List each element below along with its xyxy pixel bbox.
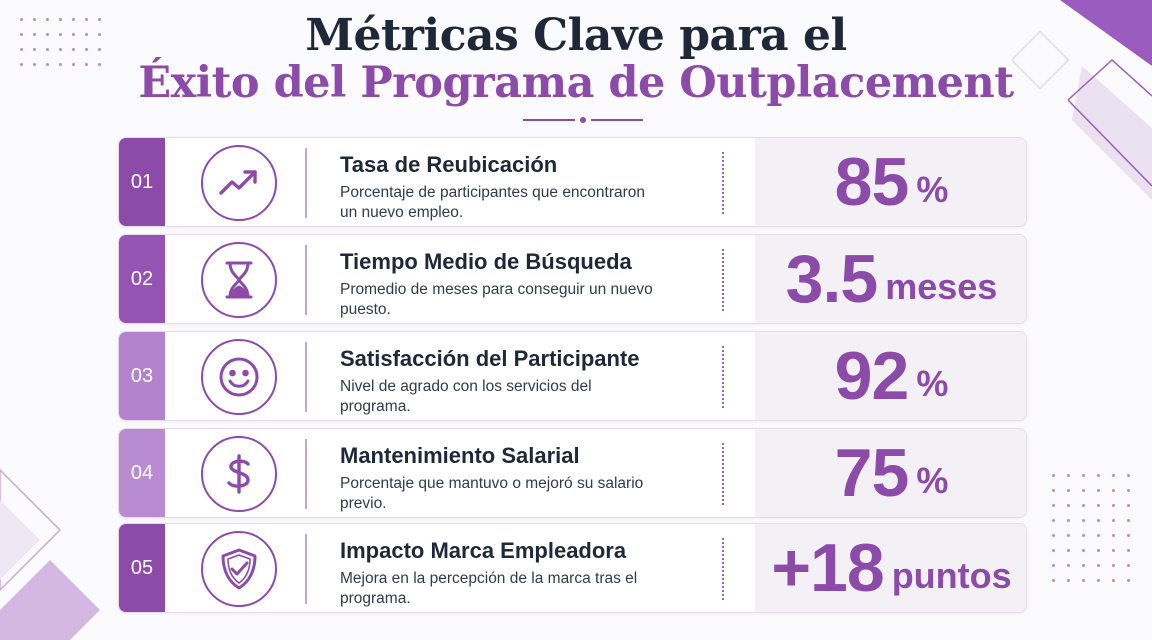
- title-divider: [523, 117, 643, 123]
- divider: [305, 148, 307, 218]
- metric-description: Nivel de agrado con los servicios del pr…: [340, 378, 592, 415]
- metric-unit: %: [916, 169, 949, 210]
- metric-title: Tasa de Reubicación: [340, 152, 558, 177]
- dotted-divider: [722, 249, 724, 311]
- metric-description: Mejora en la percepción de la marca tras…: [340, 570, 638, 607]
- divider: [305, 342, 307, 412]
- metric-title: Mantenimiento Salarial: [340, 443, 580, 468]
- metric-number-tab: 05: [119, 524, 165, 612]
- divider: [305, 534, 307, 604]
- smiley-icon: [201, 339, 277, 415]
- metric-number-tab: 04: [119, 429, 165, 517]
- metric-number-tab: 01: [119, 138, 165, 226]
- metric-card-satisfaccion: 03 Satisfacción del Participante Nivel d…: [118, 331, 1027, 421]
- metric-unit: meses: [885, 266, 998, 307]
- metric-unit: puntos: [891, 555, 1012, 596]
- metric-title: Impacto Marca Empleadora: [340, 538, 627, 563]
- metric-number-tab: 02: [119, 235, 165, 323]
- dotted-divider: [722, 538, 724, 600]
- metric-card-salarial: 04 Mantenimiento Salarial Porcentaje que…: [118, 428, 1027, 518]
- dollar-icon: [201, 436, 277, 512]
- hourglass-icon: [201, 242, 277, 318]
- metric-value: +18: [771, 530, 884, 606]
- dotted-divider: [722, 346, 724, 408]
- page-subtitle: Éxito del Programa de Outplacement: [138, 58, 1014, 108]
- page-title: Métricas Clave para el: [305, 10, 847, 61]
- metric-value: 75: [834, 435, 910, 511]
- metric-unit: %: [916, 460, 949, 501]
- metric-value-box: 92 %: [755, 332, 1026, 420]
- dotted-divider: [722, 443, 724, 505]
- metric-unit: %: [916, 363, 949, 404]
- metric-description: Porcentaje que mantuvo o mejoró su salar…: [340, 475, 644, 512]
- metric-value: 3.5: [785, 241, 879, 317]
- metric-value-box: +18 puntos: [755, 524, 1026, 612]
- metric-description: Promedio de meses para conseguir un nuev…: [340, 281, 653, 318]
- metric-value-box: 3.5 meses: [755, 235, 1026, 323]
- dot-grid-decoration: [1052, 474, 1130, 582]
- metric-value: 85: [834, 144, 910, 220]
- metric-card-tiempo: 02 Tiempo Medio de Búsqueda Promedio de …: [118, 234, 1027, 324]
- metric-value: 92: [834, 338, 910, 414]
- metric-description: Porcentaje de participantes que encontra…: [340, 184, 646, 221]
- divider: [305, 439, 307, 509]
- metric-title: Satisfacción del Participante: [340, 346, 640, 371]
- shield-check-icon: [201, 531, 277, 607]
- metric-number-tab: 03: [119, 332, 165, 420]
- metric-card-reubicacion: 01 Tasa de Reubicación Porcentaje de par…: [118, 137, 1027, 227]
- divider: [305, 245, 307, 315]
- trend-up-icon: [201, 145, 277, 221]
- metric-value-box: 75 %: [755, 429, 1026, 517]
- dotted-divider: [722, 152, 724, 214]
- corner-shapes-bottom-left: [0, 468, 100, 640]
- metric-title: Tiempo Medio de Búsqueda: [340, 249, 632, 274]
- metric-card-marca: 05 Impacto Marca Empleadora Mejora en la…: [118, 523, 1027, 613]
- metric-value-box: 85 %: [755, 138, 1026, 226]
